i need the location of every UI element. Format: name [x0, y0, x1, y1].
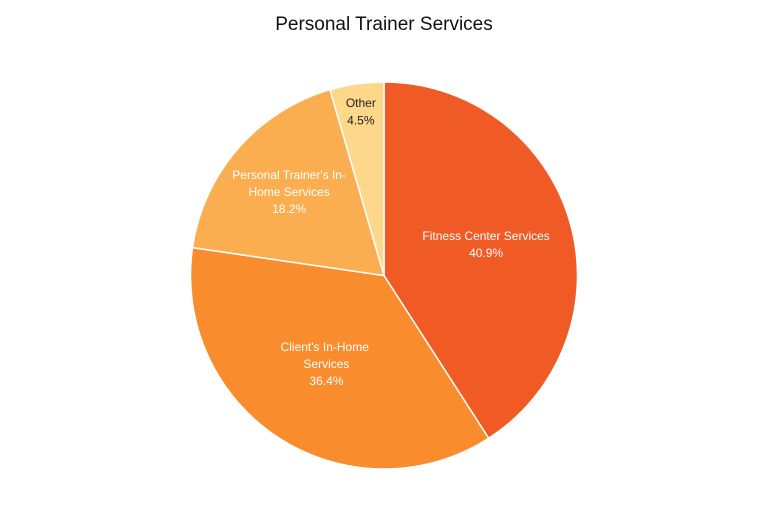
pie-slice — [189, 246, 490, 470]
slice-label: Client's In-Home Services — [281, 340, 373, 371]
slice-value-label: 40.9% — [469, 246, 503, 260]
pie-slice — [383, 81, 579, 440]
pie-slice — [191, 88, 386, 277]
slice-value-label: 4.5% — [347, 113, 375, 127]
slice-label: Fitness Center Services — [422, 229, 549, 243]
slice-value-label: 36.4% — [309, 374, 343, 388]
chart-title: Personal Trainer Services — [275, 14, 493, 35]
slice-label: Other — [346, 96, 376, 110]
slice-value-label: 18.2% — [272, 202, 306, 216]
slice-label: Personal Trainer's In-Home Services — [232, 168, 346, 199]
pie-slice — [329, 81, 385, 276]
